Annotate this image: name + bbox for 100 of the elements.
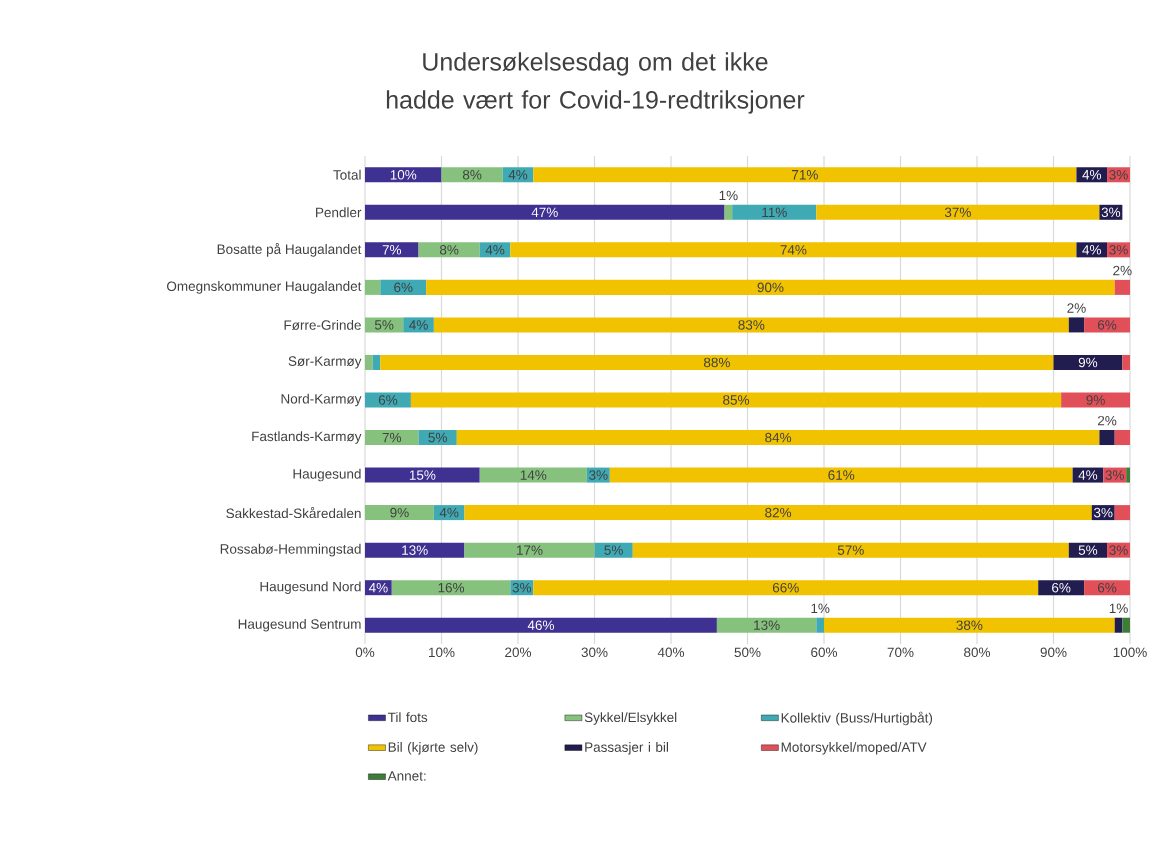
bar xyxy=(365,392,411,408)
x-tick-label: 40% xyxy=(657,647,685,658)
bar xyxy=(365,617,717,633)
x-tick-label: 10% xyxy=(429,647,455,658)
data-label: 6% xyxy=(1097,582,1117,593)
y-tick-label: Haugesund Sentrum xyxy=(238,618,361,632)
data-label: 1% xyxy=(811,603,830,614)
bar xyxy=(365,467,480,483)
bar xyxy=(365,430,419,446)
bar xyxy=(1126,467,1130,483)
data-label: 3% xyxy=(1093,507,1113,518)
data-label: 2% xyxy=(1067,303,1086,313)
bar xyxy=(1053,354,1123,370)
data-label: 88% xyxy=(703,357,730,368)
bar xyxy=(464,542,595,558)
data-label: 6% xyxy=(378,395,398,405)
x-tick-label: 0% xyxy=(355,647,375,658)
data-label: 5% xyxy=(1078,545,1098,555)
legend-label: Bil (kjørte selv) xyxy=(388,742,478,755)
bar xyxy=(365,204,725,220)
bar xyxy=(533,167,1077,183)
data-label: 13% xyxy=(754,620,780,630)
bar xyxy=(380,354,1054,370)
legend-label: Sykkel/Elsykkel xyxy=(584,712,677,725)
data-label: 7% xyxy=(382,432,402,443)
bar xyxy=(1114,505,1130,521)
data-label: 3% xyxy=(1109,245,1128,255)
x-tick-label: 80% xyxy=(964,647,991,658)
data-label: 38% xyxy=(956,620,983,630)
data-label: 74% xyxy=(780,245,807,255)
bar xyxy=(816,617,824,633)
bar xyxy=(426,279,1115,295)
data-label: 82% xyxy=(765,507,792,518)
data-label: 3% xyxy=(1101,207,1121,218)
bar xyxy=(1061,392,1130,408)
chart-title: Undersøkelsesdag om det ikke hadde vært for Covid-19-redtriksjoner xyxy=(386,52,805,114)
data-label: 4% xyxy=(439,507,459,518)
y-tick-label: Omegnskommuner Haugalandet xyxy=(167,281,362,294)
bar xyxy=(464,505,1092,521)
legend-label: Passasjer i bil xyxy=(585,742,668,755)
bar xyxy=(365,542,465,558)
data-label: 15% xyxy=(409,470,436,480)
bar xyxy=(609,467,1073,483)
data-label: 1% xyxy=(1109,603,1128,614)
y-tick-label: Haugesund Nord xyxy=(260,581,361,594)
bar xyxy=(1068,317,1085,333)
data-label: 84% xyxy=(765,432,792,443)
bar xyxy=(510,242,1077,258)
y-tick-label: Sakkestad-Skåredalen xyxy=(226,507,361,519)
x-tick-label: 20% xyxy=(505,647,532,658)
bar xyxy=(1076,167,1108,183)
y-tick-label: Haugesund xyxy=(293,468,361,482)
data-label: 13% xyxy=(402,545,428,555)
data-label: 17% xyxy=(517,545,543,555)
data-label: 61% xyxy=(828,470,855,480)
bar xyxy=(1038,580,1085,596)
data-label: 11% xyxy=(762,207,787,218)
bar xyxy=(418,242,480,258)
bar xyxy=(1122,354,1130,370)
bar xyxy=(372,354,381,370)
data-label: 6% xyxy=(1052,582,1071,593)
data-label: 9% xyxy=(1078,357,1098,368)
data-label: 9% xyxy=(1086,395,1105,405)
data-label: 1% xyxy=(719,190,738,201)
data-label: 3% xyxy=(1109,169,1128,180)
legend-label: Annet: xyxy=(387,771,426,781)
bar xyxy=(816,204,1100,220)
legend-label: Kollektiv (Buss/Hurtigbåt) xyxy=(781,711,933,726)
data-label: 47% xyxy=(531,207,558,218)
bar xyxy=(433,317,1069,333)
bar xyxy=(365,354,373,370)
data-label: 71% xyxy=(792,170,818,180)
x-tick-label: 30% xyxy=(581,647,608,658)
x-tick-label: 100% xyxy=(1113,647,1147,658)
y-tick-label: Total xyxy=(333,169,361,180)
bar xyxy=(1084,580,1130,596)
data-label: 4% xyxy=(1078,470,1098,480)
bar xyxy=(732,204,817,220)
bar xyxy=(1114,617,1123,633)
y-tick-label: Førre-Grinde xyxy=(284,319,361,330)
bar xyxy=(1114,430,1130,446)
bar xyxy=(1122,617,1130,633)
data-label: 8% xyxy=(439,245,459,255)
data-label: 4% xyxy=(409,320,428,330)
bar xyxy=(1114,279,1130,295)
data-label: 6% xyxy=(1097,320,1117,330)
data-label: 3% xyxy=(1109,545,1128,555)
bar xyxy=(824,617,1115,633)
bar xyxy=(380,279,427,295)
data-label: 6% xyxy=(394,282,413,293)
data-label: 4% xyxy=(1082,170,1102,180)
data-label: 3% xyxy=(1105,470,1124,480)
data-label: 14% xyxy=(520,470,547,480)
data-label: 5% xyxy=(374,320,394,330)
data-label: 3% xyxy=(512,582,532,593)
data-label: 7% xyxy=(382,245,402,255)
y-tick-label: Rossabø-Hemmingstad xyxy=(220,543,361,557)
legend-label: Til fots xyxy=(387,712,428,723)
y-tick-label: Nord-Karmøy xyxy=(281,393,362,407)
bar xyxy=(632,542,1069,558)
